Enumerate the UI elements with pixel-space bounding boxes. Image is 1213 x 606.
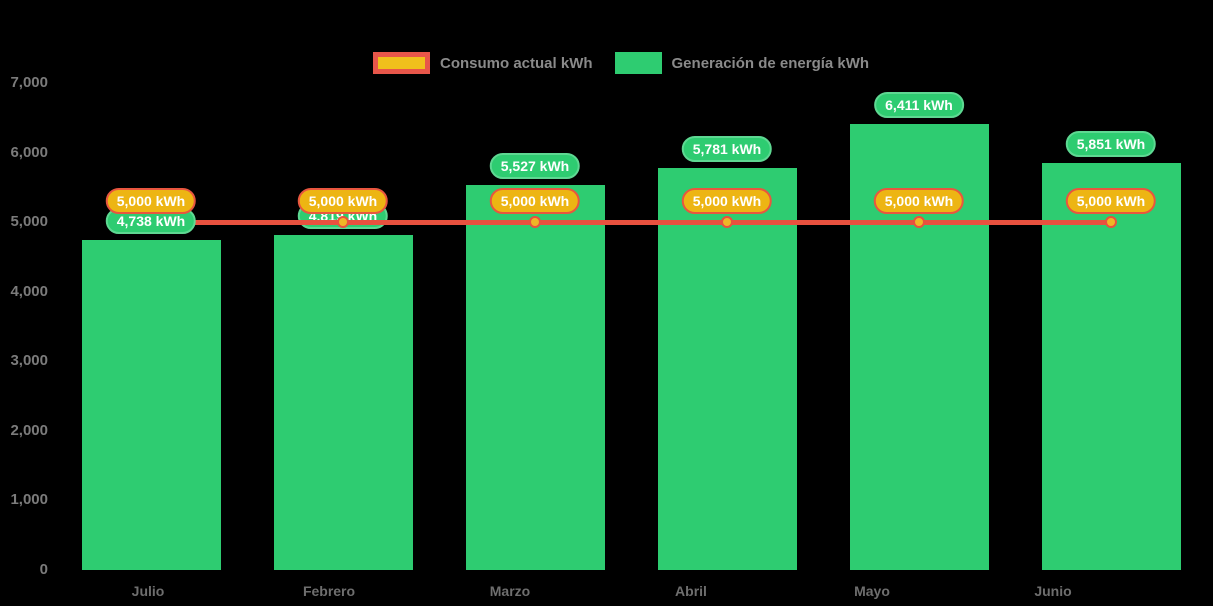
y-tick-label: 5,000 — [10, 213, 48, 231]
bar-febrero[interactable] — [273, 234, 413, 570]
bar-abril[interactable] — [657, 167, 797, 570]
generacion-swatch-icon — [614, 52, 662, 74]
x-axis-label-junio: Junio — [1034, 583, 1072, 599]
y-tick-label: 7,000 — [10, 74, 48, 91]
legend-label-consumo: Consumo actual kWh — [440, 54, 593, 72]
x-axis-label-febrero: Febrero — [302, 583, 356, 599]
y-tick-label: 2,000 — [10, 421, 48, 439]
consumo-value-pill: 5,000 kWh — [1065, 188, 1157, 214]
legend-label-generacion: Generación de energía kWh — [671, 54, 870, 72]
consumo-value-pill: 5,000 kWh — [297, 188, 389, 214]
x-axis-label-julio: Julio — [131, 583, 165, 599]
y-tick-label: 6,000 — [10, 143, 48, 161]
consumo-swatch-icon — [373, 52, 430, 74]
line-marker-mayo[interactable] — [913, 216, 925, 229]
consumo-value-pill: 5,000 kWh — [489, 188, 581, 214]
consumo-value-pill: 5,000 kWh — [105, 188, 197, 214]
bar-junio[interactable] — [1041, 162, 1181, 570]
bar-julio[interactable] — [81, 240, 221, 570]
y-tick-label: 3,000 — [10, 352, 48, 370]
line-marker-febrero[interactable] — [337, 216, 349, 229]
line-marker-junio[interactable] — [1105, 216, 1117, 229]
generacion-value-pill: 5,781 kWh — [681, 135, 773, 162]
generacion-value-pill: 5,851 kWh — [1065, 130, 1157, 157]
generacion-value-pill: 5,527 kWh — [489, 153, 581, 180]
legend-item-consumo[interactable]: Consumo actual kWh — [373, 52, 593, 74]
consumo-value-pill: 5,000 kWh — [873, 188, 965, 214]
bar-marzo[interactable] — [465, 185, 605, 570]
line-marker-abril[interactable] — [721, 216, 733, 229]
x-axis-label-mayo: Mayo — [854, 583, 890, 599]
line-marker-marzo[interactable] — [529, 216, 541, 229]
x-axis-label-abril: Abril — [675, 583, 707, 599]
generacion-value-pill: 6,411 kWh — [874, 91, 964, 118]
legend-item-generacion[interactable]: Generación de energía kWh — [614, 52, 870, 74]
x-axis-label-marzo: Marzo — [489, 583, 531, 599]
chart-legend: Consumo actual kWh Generación de energía… — [373, 52, 869, 74]
y-tick-label: 1,000 — [10, 491, 48, 509]
consumo-value-pill: 5,000 kWh — [681, 188, 773, 214]
consumo-line-series — [151, 219, 1111, 225]
y-tick-label: 0 — [39, 561, 48, 578]
y-tick-label: 4,000 — [10, 282, 48, 300]
